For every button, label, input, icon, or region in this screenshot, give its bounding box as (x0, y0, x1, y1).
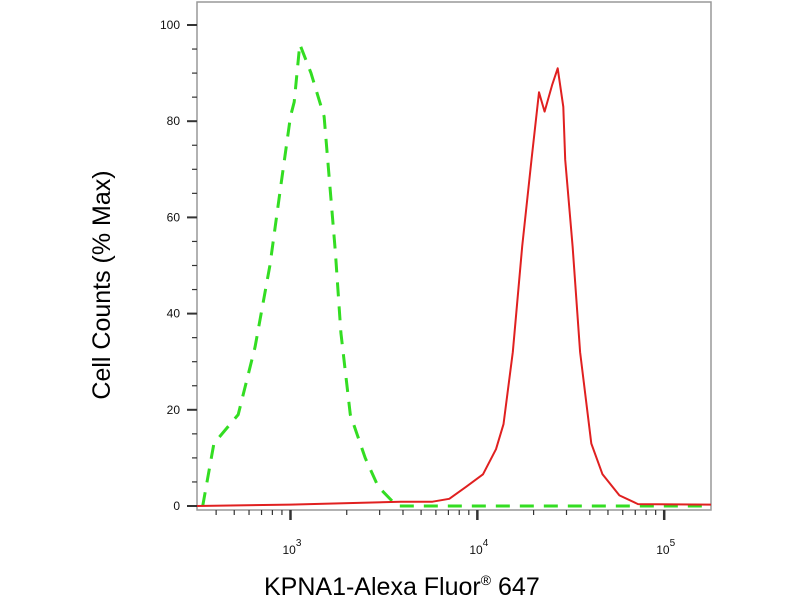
x-tick-base: 10 (282, 543, 296, 557)
x-tick-exponent: 4 (483, 538, 489, 549)
x-tick-label: 105 (656, 538, 675, 557)
sample-histogram-line (196, 67, 712, 507)
x-tick-exponent: 5 (670, 538, 676, 549)
x-tick-label: 103 (282, 538, 301, 557)
y-tick-label: 60 (167, 210, 181, 224)
x-axis-title-main: KPNA1-Alexa Fluor (264, 573, 481, 600)
x-tick-label: 104 (469, 538, 488, 557)
x-tick-base: 10 (469, 543, 483, 557)
x-axis-title-suffix: 647 (491, 573, 540, 600)
y-tick-label: 20 (167, 403, 181, 417)
plot-frame (196, 1, 712, 511)
x-tick-base: 10 (656, 543, 670, 557)
y-tick-label: 80 (167, 114, 181, 128)
registered-mark: ® (481, 572, 492, 588)
control-histogram-line (201, 42, 711, 508)
y-tick-label: 0 (173, 499, 180, 513)
x-axis-title: KPNA1-Alexa Fluor® 647 (264, 572, 540, 600)
y-tick-label: 100 (160, 18, 180, 32)
y-tick-label: 40 (167, 307, 181, 321)
y-axis-title: Cell Counts (% Max) (88, 170, 116, 399)
x-tick-exponent: 3 (296, 538, 302, 549)
